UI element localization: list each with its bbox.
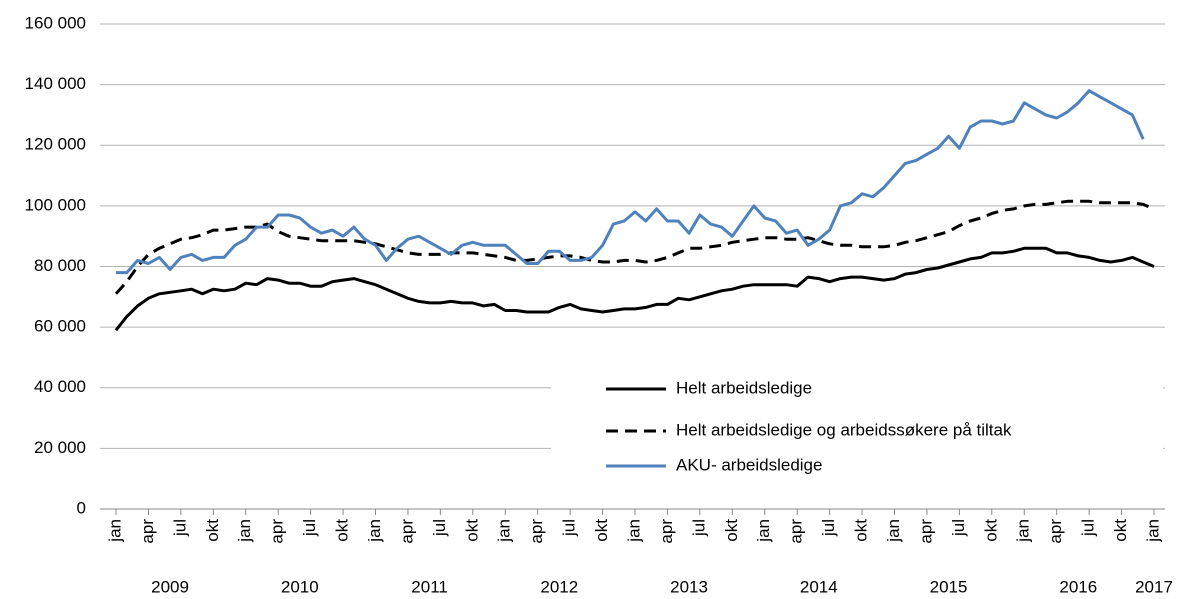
x-tick-label: apr <box>1046 519 1065 544</box>
x-tick-label: apr <box>397 519 416 544</box>
legend-box <box>551 362 1163 482</box>
x-tick-label: apr <box>916 519 935 544</box>
x-tick-label: jul <box>560 519 579 537</box>
year-label: 2017 <box>1135 577 1173 596</box>
x-tick-label: apr <box>787 519 806 544</box>
y-tick-label: 100 000 <box>25 195 86 214</box>
year-label: 2010 <box>281 577 319 596</box>
y-tick-label: 20 000 <box>34 438 86 457</box>
x-tick-label: okt <box>981 519 1000 542</box>
x-tick-label: jan <box>1143 519 1162 543</box>
x-tick-label: apr <box>268 519 287 544</box>
x-tick-label: jan <box>495 519 514 543</box>
y-tick-label: 40 000 <box>34 377 86 396</box>
x-tick-label: jul <box>170 519 189 537</box>
x-tick-label: apr <box>527 519 546 544</box>
x-tick-label: jul <box>430 519 449 537</box>
series-line <box>114 199 1155 295</box>
x-tick-label: apr <box>138 519 157 544</box>
series-line <box>116 89 1145 275</box>
y-tick-label: 140 000 <box>25 74 86 93</box>
x-tick-label: okt <box>852 519 871 542</box>
x-tick-label: okt <box>722 519 741 542</box>
legend-label: Helt arbeidsledige <box>676 378 812 397</box>
x-tick-label: okt <box>203 519 222 542</box>
x-tick-label: jul <box>300 519 319 537</box>
x-tick-label: jan <box>105 519 124 543</box>
x-tick-label: jul <box>819 519 838 537</box>
x-tick-label: okt <box>1111 519 1130 542</box>
legend-label: Helt arbeidsledige og arbeidssøkere på t… <box>676 420 1012 439</box>
y-tick-label: 60 000 <box>34 317 86 336</box>
y-tick-label: 160 000 <box>25 13 86 32</box>
year-label: 2011 <box>411 577 448 596</box>
x-tick-label: jan <box>754 519 773 543</box>
x-tick-label: jan <box>1014 519 1033 543</box>
x-tick-label: okt <box>333 519 352 542</box>
x-tick-label: apr <box>657 519 676 544</box>
series-line <box>114 246 1155 332</box>
year-label: 2015 <box>930 577 968 596</box>
x-tick-label: jul <box>689 519 708 537</box>
year-label: 2016 <box>1059 577 1097 596</box>
x-tick-label: okt <box>462 519 481 542</box>
y-tick-label: 120 000 <box>25 135 86 154</box>
x-tick-label: jan <box>365 519 384 543</box>
y-tick-label: 0 <box>77 498 86 517</box>
legend-label: AKU- arbeidsledige <box>676 455 822 474</box>
x-tick-label: jan <box>884 519 903 543</box>
y-tick-label: 80 000 <box>34 256 86 275</box>
year-label: 2013 <box>670 577 708 596</box>
x-tick-label: jan <box>235 519 254 543</box>
x-tick-label: okt <box>592 519 611 542</box>
year-label: 2014 <box>800 577 838 596</box>
x-tick-label: jul <box>1079 519 1098 537</box>
x-tick-label: jan <box>624 519 643 543</box>
x-tick-label: jul <box>949 519 968 537</box>
year-label: 2012 <box>540 577 578 596</box>
year-label: 2009 <box>151 577 189 596</box>
